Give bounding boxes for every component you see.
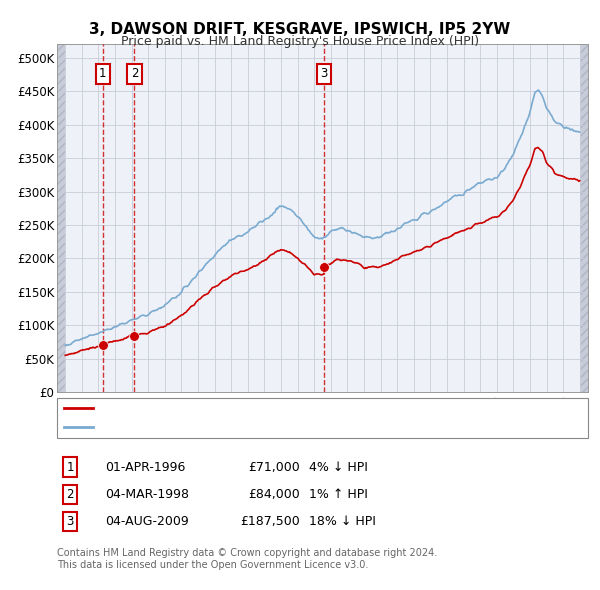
Text: 04-MAR-1998: 04-MAR-1998 bbox=[105, 488, 189, 501]
Text: £187,500: £187,500 bbox=[240, 515, 300, 528]
Text: £71,000: £71,000 bbox=[248, 461, 300, 474]
Text: 1: 1 bbox=[99, 67, 106, 80]
Text: 04-AUG-2009: 04-AUG-2009 bbox=[105, 515, 189, 528]
Text: 01-APR-1996: 01-APR-1996 bbox=[105, 461, 185, 474]
Bar bbox=[57, 44, 65, 392]
Text: 18% ↓ HPI: 18% ↓ HPI bbox=[309, 515, 376, 528]
Text: Price paid vs. HM Land Registry's House Price Index (HPI): Price paid vs. HM Land Registry's House … bbox=[121, 35, 479, 48]
Text: £84,000: £84,000 bbox=[248, 488, 300, 501]
Text: 3, DAWSON DRIFT, KESGRAVE, IPSWICH, IP5 2YW (detached house): 3, DAWSON DRIFT, KESGRAVE, IPSWICH, IP5 … bbox=[98, 404, 473, 414]
Text: 2: 2 bbox=[67, 488, 74, 501]
Text: 2: 2 bbox=[131, 67, 138, 80]
Text: 3, DAWSON DRIFT, KESGRAVE, IPSWICH, IP5 2YW: 3, DAWSON DRIFT, KESGRAVE, IPSWICH, IP5 … bbox=[89, 22, 511, 37]
Text: 1: 1 bbox=[67, 461, 74, 474]
Text: 3: 3 bbox=[67, 515, 74, 528]
Text: HPI: Average price, detached house, East Suffolk: HPI: Average price, detached house, East… bbox=[98, 422, 370, 432]
Text: 4% ↓ HPI: 4% ↓ HPI bbox=[309, 461, 368, 474]
Text: Contains HM Land Registry data © Crown copyright and database right 2024.: Contains HM Land Registry data © Crown c… bbox=[57, 548, 437, 558]
Text: This data is licensed under the Open Government Licence v3.0.: This data is licensed under the Open Gov… bbox=[57, 559, 368, 569]
Text: 3: 3 bbox=[320, 67, 328, 80]
Bar bbox=[580, 44, 588, 392]
Text: 1% ↑ HPI: 1% ↑ HPI bbox=[309, 488, 368, 501]
